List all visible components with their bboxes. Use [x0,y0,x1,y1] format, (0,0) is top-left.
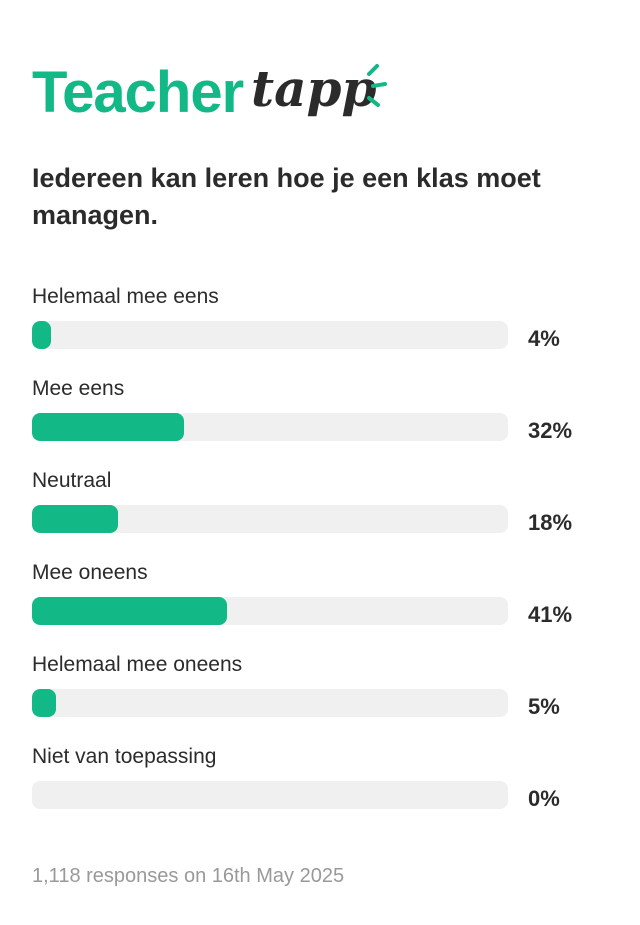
poll-option: Helemaal mee eens 4% [32,283,612,375]
poll-question: Iedereen kan leren hoe je een klas moet … [32,163,541,230]
poll-option-percentage: 5% [528,694,560,719]
logo-sparkle-icon [367,64,388,107]
poll-option-bar [32,597,228,625]
poll-option: Niet van toepassing 0% [32,743,612,835]
poll-option-track [32,781,508,809]
poll-option-bar [32,413,185,441]
poll-option-label: Helemaal mee eens [32,285,219,308]
poll-option-label: Mee eens [32,377,125,400]
poll-option-percentage: 32% [528,418,573,443]
poll-option: Neutraal 18% [32,467,612,559]
poll-option: Mee oneens 41% [32,559,612,651]
poll-option-track [32,597,508,625]
poll-option-label: Mee oneens [32,561,148,584]
poll-option-label: Niet van toepassing [32,745,217,768]
poll-option-label: Helemaal mee oneens [32,653,243,676]
poll-option-track [32,321,508,349]
responses-footer: 1,118 responses on 16th May 2025 [32,865,345,887]
poll-option: Helemaal mee oneens 5% [32,651,612,743]
poll-option-percentage: 41% [528,602,573,627]
poll-option-track [32,689,508,717]
poll-option-percentage: 0% [528,786,560,811]
poll-option-track [32,413,508,441]
poll-results-chart: Helemaal mee eens 4% Mee eens 32% Neutraal 18… [32,283,612,835]
poll-option-track [32,505,508,533]
poll-option-percentage: 18% [528,510,573,535]
poll-option: Mee eens 32% [32,375,612,467]
logo-tapp-wordmark: tapp [251,60,388,118]
logo-teacher-text: Teacher [32,60,244,125]
poll-option-percentage: 4% [528,326,560,351]
poll-option-bar [32,321,52,349]
poll-option-bar [32,689,56,717]
poll-option-bar [32,505,118,533]
poll-option-label: Neutraal [32,469,112,492]
teachertapp-logo: Teacher tapp [32,52,397,122]
logo-tapp-text: tapp [251,60,376,118]
